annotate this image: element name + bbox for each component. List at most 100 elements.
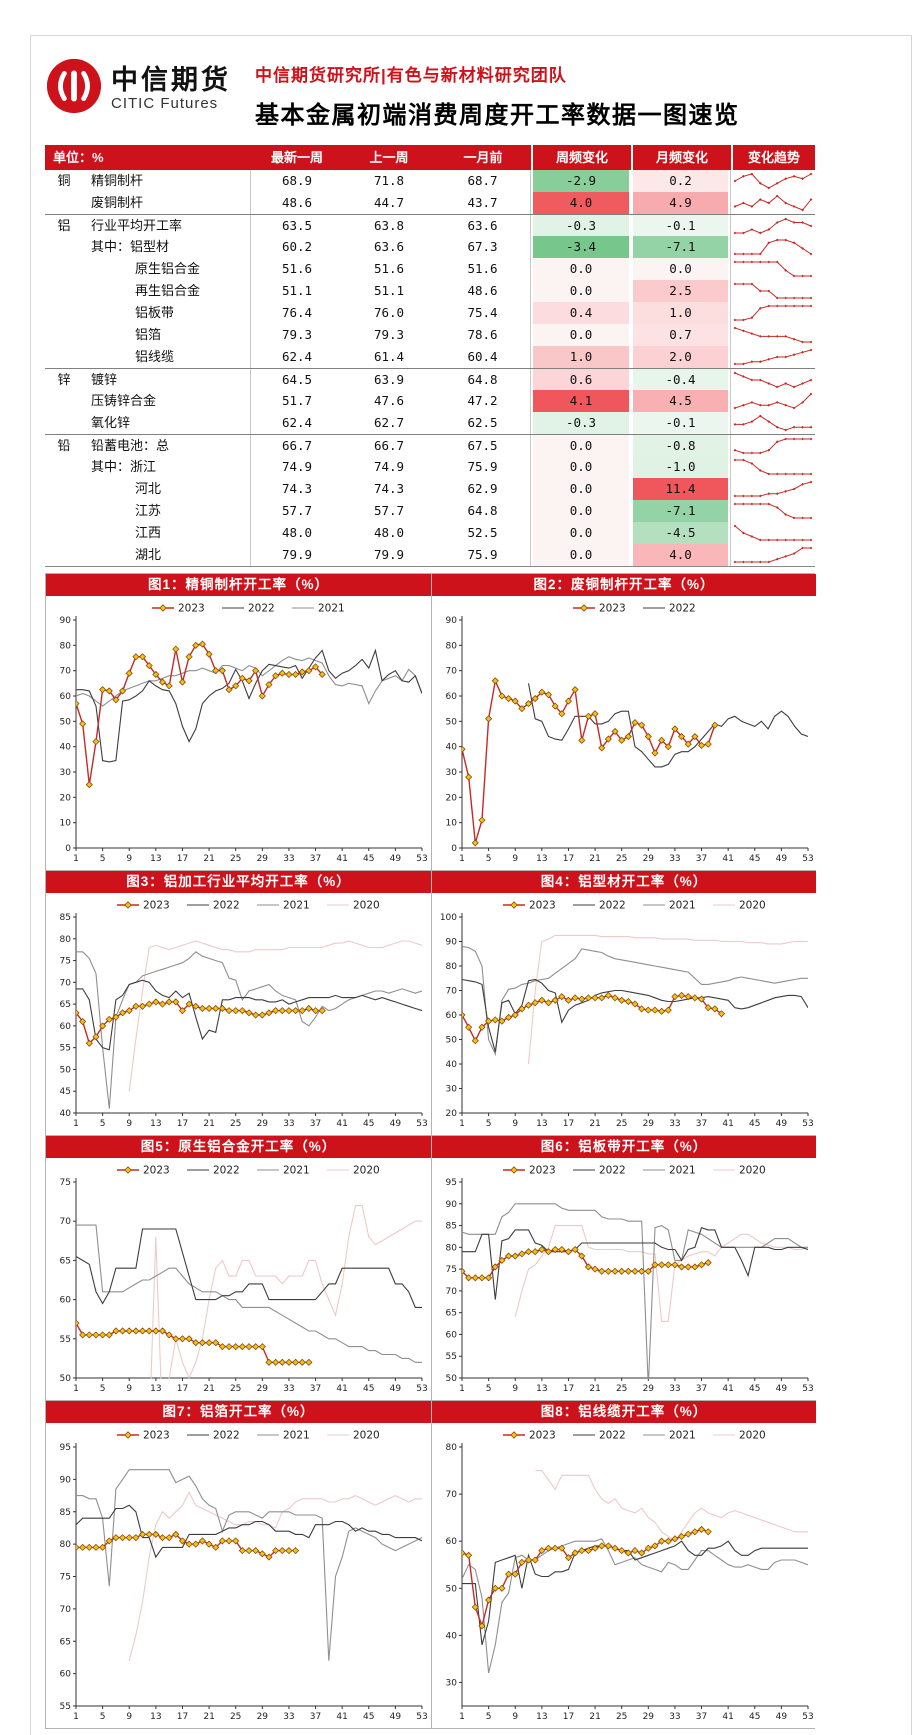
heat-cell-wrap: -2.9: [531, 170, 631, 192]
cell-month_ago: 64.8: [435, 500, 531, 522]
svg-text:80: 80: [446, 1243, 458, 1253]
svg-text:1: 1: [73, 854, 79, 864]
cell-prev: 79.3: [373, 327, 405, 342]
series-2020: [535, 1469, 808, 1542]
cell-prev: 48.0: [373, 525, 405, 540]
svg-text:80: 80: [60, 935, 72, 945]
trend-sparkline: [731, 280, 815, 302]
row-name: 再生铝合金: [83, 280, 251, 302]
svg-text:9: 9: [512, 1384, 518, 1394]
svg-text:53: 53: [802, 854, 813, 864]
series-2023: [462, 1245, 712, 1282]
heat-cell-wrap: -7.1: [631, 500, 730, 522]
line-chart-4: 20 30 40 50 60 70 80 90 100 1 5 9 13 17 21 25 29 33 37 41 45…: [440, 900, 814, 1130]
heat-cell-mom: 0.7: [633, 324, 728, 346]
svg-text:37: 37: [696, 1712, 707, 1722]
cell-prev: 63.9: [373, 372, 405, 387]
table-header-cell: 周频变化: [531, 145, 631, 170]
svg-text:40: 40: [446, 1060, 458, 1070]
heat-cell-wow: 4.0: [533, 192, 629, 214]
svg-text:75: 75: [446, 1265, 457, 1275]
trend-sparkline: [731, 170, 815, 192]
svg-text:80: 80: [60, 1540, 72, 1550]
series-2023: [76, 1319, 313, 1366]
cell-prev: 63.6: [373, 239, 405, 254]
svg-text:45: 45: [363, 1119, 374, 1129]
svg-text:5: 5: [100, 1384, 106, 1394]
row-group-label: 铅: [57, 438, 71, 453]
svg-text:45: 45: [749, 1384, 760, 1394]
cell-latest: 48.6: [281, 195, 313, 210]
sparkline-chart: [733, 282, 813, 300]
svg-text:90: 90: [60, 1475, 72, 1485]
svg-text:29: 29: [257, 1119, 269, 1129]
heat-cell-wrap: 2.5: [631, 280, 730, 302]
row-group-label: 锌: [57, 372, 71, 387]
series-2023: [76, 998, 326, 1047]
svg-text:90: 90: [446, 616, 458, 626]
svg-text:70: 70: [446, 1287, 458, 1297]
table-header-cell: 单位：%: [53, 150, 104, 165]
svg-text:33: 33: [669, 854, 680, 864]
row-group-label: [45, 258, 83, 280]
svg-text:9: 9: [512, 854, 518, 864]
heat-cell-wrap: 0.0: [531, 478, 631, 500]
svg-text:2021: 2021: [669, 900, 696, 912]
chart-block-1: 图1：精铜制杆开工率（%） 0 10 20 30 40 50 60 70 80 90 1 5 9 13 17 2…: [46, 574, 431, 870]
svg-text:9: 9: [126, 854, 132, 864]
svg-text:17: 17: [177, 1119, 188, 1129]
trend-sparkline: [731, 369, 815, 390]
svg-text:95: 95: [60, 1443, 71, 1453]
cell-wow: -0.3: [531, 412, 631, 434]
svg-text:75: 75: [60, 1573, 71, 1583]
svg-text:9: 9: [512, 1712, 518, 1722]
svg-text:75: 75: [60, 1178, 71, 1188]
heat-cell-mom: 4.0: [633, 544, 728, 566]
series-2021: [462, 1203, 808, 1379]
cell-wow: 4.1: [531, 390, 631, 412]
trend-sparkline: [731, 390, 815, 412]
svg-text:29: 29: [643, 854, 655, 864]
svg-text:70: 70: [446, 987, 458, 997]
heat-cell-mom: -7.1: [633, 236, 728, 258]
svg-text:25: 25: [230, 1712, 241, 1722]
heat-cell-mom: -0.4: [633, 369, 728, 390]
svg-text:50: 50: [446, 1374, 458, 1384]
svg-text:55: 55: [60, 1702, 71, 1712]
svg-text:49: 49: [390, 854, 402, 864]
heat-cell-wrap: 0.2: [631, 170, 730, 192]
svg-text:2022: 2022: [213, 1430, 240, 1442]
table-body: 铜精铜制杆 68.9 71.8 68.7 -2.9 0.2 废铜制杆 48.6 44.7 43.7…: [45, 170, 815, 566]
svg-text:2023: 2023: [599, 603, 626, 615]
chart-title-6: 图6：铝板带开工率（%）: [432, 1136, 816, 1158]
table-row: 江西 48.0 48.0 52.5 0.0 -4.5: [45, 522, 815, 544]
row-group-label: [45, 544, 83, 566]
cell-latest: 79.9: [281, 547, 313, 562]
chart-title-3: 图3：铝加工行业平均开工率（%）: [46, 871, 431, 893]
svg-text:37: 37: [310, 1119, 321, 1129]
legend-item-2023: 2023: [117, 1430, 170, 1442]
table-header-row: 单位：% 最新一周 上一周 一月前 周频变化 月频变化 变化趋势: [45, 145, 815, 170]
cell-wow: 0.0: [531, 456, 631, 478]
series-2023: [76, 1530, 300, 1561]
cell-mom: 1.0: [631, 302, 731, 324]
svg-text:41: 41: [722, 854, 733, 864]
svg-text:13: 13: [536, 1119, 547, 1129]
cell-prev: 61.4: [373, 349, 405, 364]
svg-text:2021: 2021: [669, 1430, 696, 1442]
svg-text:45: 45: [363, 1384, 374, 1394]
cell-wow: 0.0: [531, 324, 631, 346]
svg-text:40: 40: [60, 743, 72, 753]
row-name: 精铜制杆: [83, 170, 251, 192]
heat-cell-wrap: 4.0: [631, 544, 730, 566]
svg-text:60: 60: [60, 1296, 72, 1306]
svg-text:13: 13: [536, 1384, 547, 1394]
legend-item-2020: 2020: [327, 1165, 380, 1177]
heat-cell-wow: 4.1: [533, 390, 629, 412]
cell-prev: 76.0: [373, 305, 405, 320]
sparkline-chart: [733, 217, 813, 234]
svg-text:2020: 2020: [353, 900, 380, 912]
table-row: 铜精铜制杆 68.9 71.8 68.7 -2.9 0.2: [45, 170, 815, 192]
svg-text:29: 29: [257, 1712, 269, 1722]
svg-text:49: 49: [776, 1384, 788, 1394]
